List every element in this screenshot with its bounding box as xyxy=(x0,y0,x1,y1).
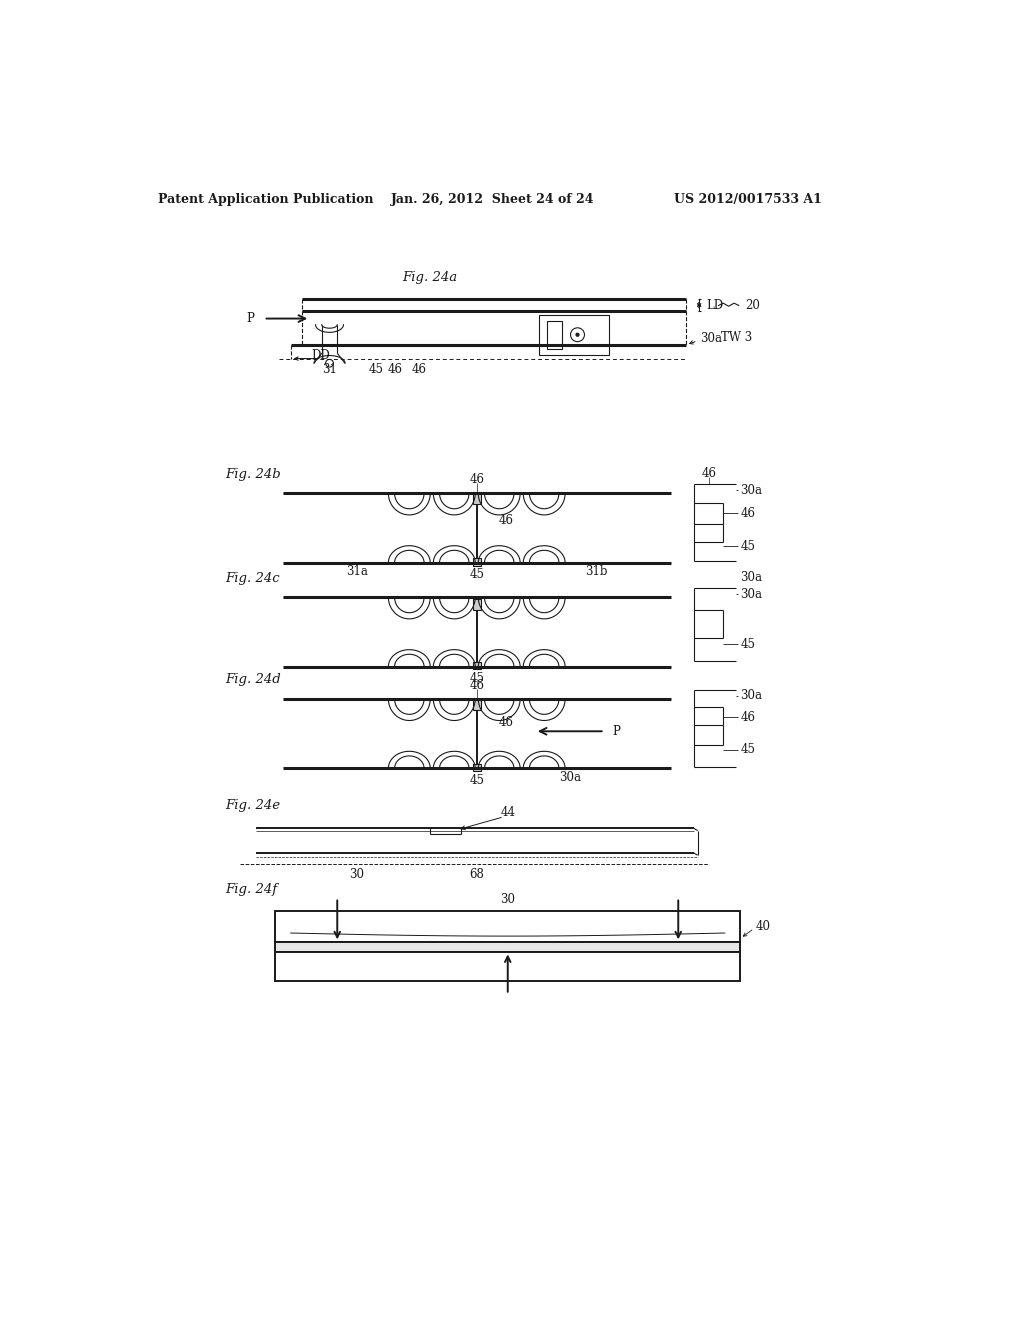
Text: 45: 45 xyxy=(469,672,484,685)
Text: 45: 45 xyxy=(369,363,384,376)
Text: 46: 46 xyxy=(740,711,756,723)
Bar xyxy=(473,764,480,771)
Text: Patent Application Publication: Patent Application Publication xyxy=(158,193,374,206)
Text: 31: 31 xyxy=(323,363,337,376)
Text: 45: 45 xyxy=(740,540,756,553)
Bar xyxy=(473,558,480,566)
Text: 30: 30 xyxy=(349,869,365,880)
Bar xyxy=(275,952,740,981)
Text: 31b: 31b xyxy=(586,565,608,578)
Text: 45: 45 xyxy=(740,638,756,651)
Text: 44: 44 xyxy=(501,807,515,820)
Text: 68: 68 xyxy=(469,869,484,880)
Text: Fig. 24c: Fig. 24c xyxy=(225,572,280,585)
Text: 46: 46 xyxy=(411,363,426,376)
Bar xyxy=(473,663,480,669)
Text: TW 3: TW 3 xyxy=(721,330,752,343)
Polygon shape xyxy=(473,598,480,602)
Text: US 2012/0017533 A1: US 2012/0017533 A1 xyxy=(674,193,822,206)
Bar xyxy=(473,701,480,710)
Text: P: P xyxy=(247,312,254,325)
Text: Jan. 26, 2012  Sheet 24 of 24: Jan. 26, 2012 Sheet 24 of 24 xyxy=(390,193,594,206)
Text: 30a: 30a xyxy=(740,570,762,583)
Text: 46: 46 xyxy=(499,513,513,527)
Text: 20: 20 xyxy=(745,298,761,312)
Bar xyxy=(539,314,608,355)
Text: DD: DD xyxy=(311,348,331,362)
Text: Fig. 24e: Fig. 24e xyxy=(225,799,280,812)
Text: 40: 40 xyxy=(756,920,771,933)
Text: 30: 30 xyxy=(501,892,515,906)
Text: 46: 46 xyxy=(499,715,513,729)
Text: P: P xyxy=(612,725,621,738)
Text: 31a: 31a xyxy=(346,565,368,578)
Bar xyxy=(473,599,480,610)
Text: 30a: 30a xyxy=(559,771,581,784)
Text: 46: 46 xyxy=(701,467,717,480)
Text: 46: 46 xyxy=(469,473,484,486)
Text: Fig. 24b: Fig. 24b xyxy=(225,467,281,480)
Text: Fig. 24f: Fig. 24f xyxy=(225,883,278,896)
Text: 46: 46 xyxy=(388,363,402,376)
Text: Fig. 24d: Fig. 24d xyxy=(225,673,281,686)
Bar xyxy=(275,911,740,942)
Bar xyxy=(275,942,740,952)
Text: 30a: 30a xyxy=(740,483,762,496)
Text: 30a: 30a xyxy=(740,689,762,702)
Bar xyxy=(473,492,480,504)
Text: 30a: 30a xyxy=(700,333,722,345)
Text: Fig. 24a: Fig. 24a xyxy=(402,271,458,284)
Circle shape xyxy=(575,333,579,337)
Text: 45: 45 xyxy=(469,774,484,787)
Text: 45: 45 xyxy=(469,569,484,582)
Text: 30a: 30a xyxy=(740,587,762,601)
Text: 45: 45 xyxy=(740,743,756,756)
Bar xyxy=(547,321,562,348)
Text: LD: LD xyxy=(707,298,723,312)
Text: 46: 46 xyxy=(469,678,484,692)
Text: 46: 46 xyxy=(740,507,756,520)
